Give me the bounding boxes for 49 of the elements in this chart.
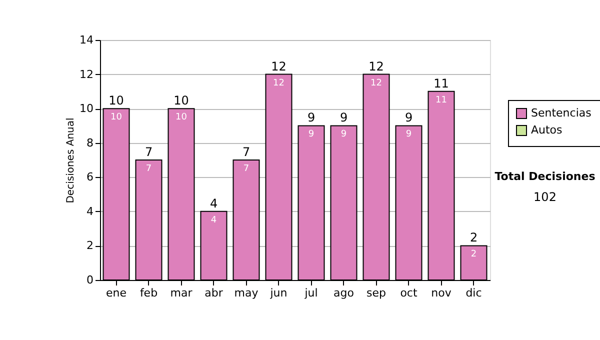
y-tick-label: 14 [80,34,94,46]
data-label: 9 [340,130,347,140]
total-label: 12 [368,59,384,74]
total-label: 10 [174,94,189,108]
total-label: 7 [242,145,250,159]
data-label: 7 [146,164,152,174]
x-tick-label: sep [366,286,386,300]
legend-label: Autos [531,124,563,136]
x-tick-label: abr [204,286,224,300]
data-label: 2 [470,250,477,260]
total-label: 12 [271,59,286,74]
data-label: 9 [308,130,314,140]
total-label: 7 [144,145,153,159]
data-label: 10 [110,112,122,123]
total-label: 2 [470,230,478,245]
x-tick-label: ago [334,286,354,300]
total-label: 9 [404,110,413,125]
y-tick-label: 8 [86,136,94,150]
x-tick-label: oct [400,286,418,300]
x-tick-label: dic [466,286,482,300]
y-tick-label: 4 [86,204,94,218]
legend-label: Sentencias [531,106,592,120]
y-axis-title: Decisiones Anual [66,118,77,204]
x-tick-label: jul [304,286,318,300]
y-tick-label: 0 [86,274,94,286]
total-label: 10 [108,94,124,108]
x-tick-label: jun [269,286,288,300]
data-label: 12 [273,78,284,88]
data-label: 12 [370,78,382,88]
text: 102 [534,190,556,204]
y-tick-label: 12 [80,68,94,81]
text: Total Decisiones [494,170,596,183]
y-tick-label: 2 [86,239,94,252]
x-tick-label: nov [431,286,452,300]
total-label: 9 [340,110,348,125]
data-label: 4 [210,215,217,226]
total-label: 9 [307,110,316,125]
data-label: 9 [406,130,412,140]
x-tick-label: ene [106,286,127,300]
y-tick-label: 10 [80,102,94,116]
x-tick-label: may [234,286,259,300]
total-label: 4 [210,196,218,210]
total-label: 11 [434,76,449,90]
data-label: 7 [243,164,250,174]
data-label: 11 [436,95,447,106]
y-tick-label: 6 [86,170,94,184]
x-tick-label: feb [140,286,158,300]
x-tick-label: mar [170,286,193,300]
data-label: 10 [176,112,188,123]
